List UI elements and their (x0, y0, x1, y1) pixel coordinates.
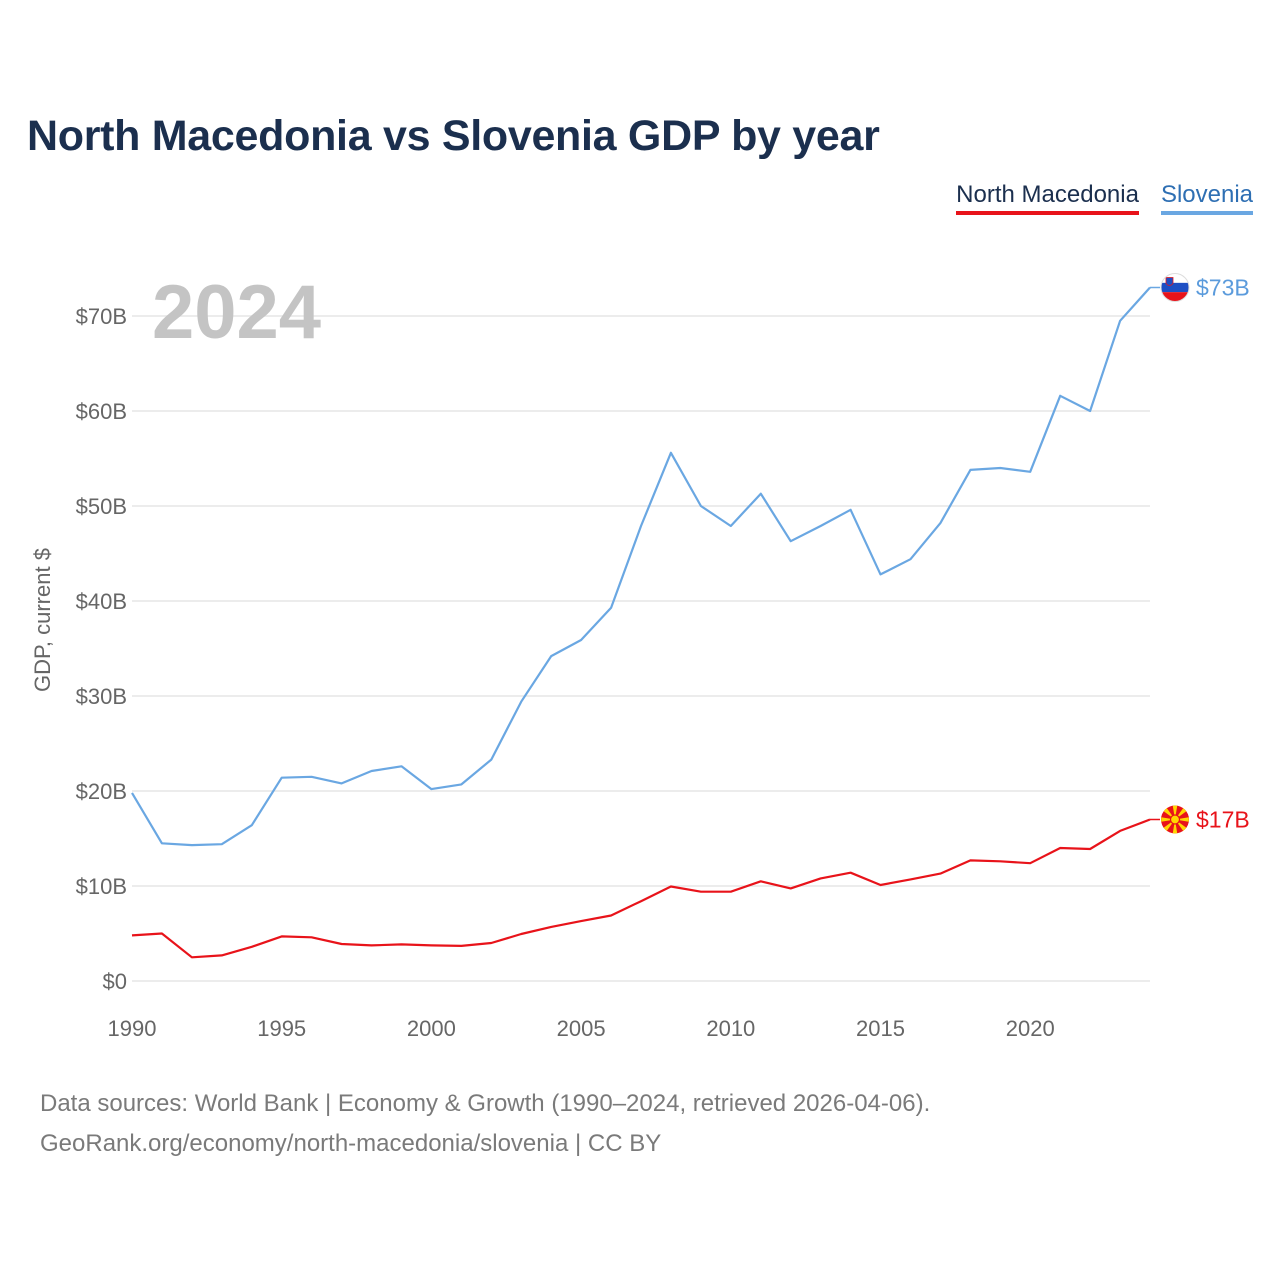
y-tick-label: $30B (76, 684, 127, 709)
series-end-markers: $17B $73B (1150, 273, 1250, 834)
y-tick-label: $0 (103, 969, 127, 994)
x-tick-label: 1995 (257, 1016, 306, 1041)
x-tick-label: 2020 (1006, 1016, 1055, 1041)
chart-title: North Macedonia vs Slovenia GDP by year (27, 112, 880, 160)
y-tick-label: $60B (76, 399, 127, 424)
y-axis-label: GDP, current $ (30, 548, 55, 692)
y-tick-label: $50B (76, 494, 127, 519)
y-tick-label: $10B (76, 874, 127, 899)
x-tick-label: 2000 (407, 1016, 456, 1041)
series-line-slovenia[interactable] (131, 286, 1151, 847)
footer-attribution[interactable]: GeoRank.org/economy/north-macedonia/slov… (40, 1130, 662, 1157)
series-line-north-macedonia[interactable] (131, 818, 1151, 959)
x-tick-label: 2005 (557, 1016, 606, 1041)
grid-lines (132, 315, 1150, 982)
north-macedonia-flag-icon (1161, 805, 1189, 834)
footer: Data sources: World Bank | Economy & Gro… (40, 1084, 930, 1164)
x-tick-label: 2015 (856, 1016, 905, 1041)
y-axis-ticks: $0 $10B $20B $30B $40B $50B $60B $70B (76, 304, 127, 994)
current-year-label: 2024 (152, 270, 321, 355)
y-tick-label: $70B (76, 304, 127, 329)
end-value-label: $17B (1196, 807, 1250, 833)
footer-sources: Data sources: World Bank | Economy & Gro… (40, 1090, 931, 1117)
legend-north-macedonia[interactable]: North Macedonia (956, 181, 1139, 215)
y-tick-label: $40B (76, 589, 127, 614)
legend-slovenia[interactable]: Slovenia (1160, 181, 1253, 215)
x-axis-ticks: 1990 1995 2000 2005 2010 2015 2020 (108, 1016, 1055, 1041)
legend: North Macedonia Slovenia (956, 181, 1253, 215)
series-lines (131, 286, 1151, 959)
x-tick-label: 2010 (706, 1016, 755, 1041)
x-tick-label: 1990 (108, 1016, 157, 1041)
y-tick-label: $20B (76, 779, 127, 804)
slovenia-flag-icon (1160, 273, 1190, 302)
end-value-label: $73B (1196, 275, 1250, 301)
